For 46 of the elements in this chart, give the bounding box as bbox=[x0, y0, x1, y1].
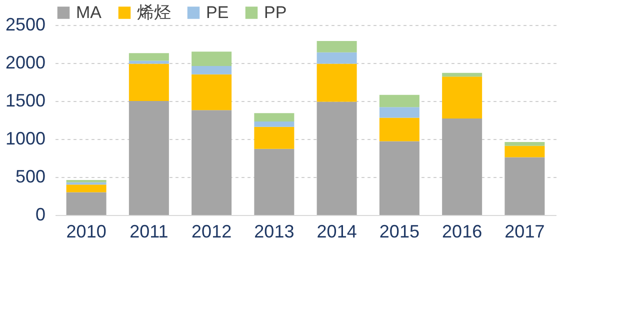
bar bbox=[504, 146, 545, 158]
bar bbox=[128, 53, 169, 61]
bar bbox=[379, 94, 420, 108]
bar bbox=[316, 102, 357, 215]
bar bbox=[379, 118, 420, 142]
x-tick-label: 2016 bbox=[442, 222, 482, 242]
x-tick-label: 2012 bbox=[192, 222, 232, 242]
x-tick-label: 2017 bbox=[504, 222, 545, 242]
y-tick-label: 2500 bbox=[5, 14, 46, 34]
bar bbox=[254, 122, 294, 127]
x-tick-label: 2011 bbox=[130, 222, 168, 242]
bar bbox=[316, 40, 357, 52]
y-tick-label: 1000 bbox=[5, 128, 46, 148]
bar bbox=[316, 52, 357, 64]
bar bbox=[316, 64, 357, 102]
bar bbox=[442, 76, 482, 118]
bar bbox=[192, 52, 232, 66]
x-tick-label: 2015 bbox=[379, 222, 420, 242]
bar bbox=[66, 192, 106, 215]
bar bbox=[254, 113, 294, 122]
bar bbox=[504, 142, 545, 146]
y-tick-label: 500 bbox=[15, 166, 46, 186]
bar bbox=[192, 66, 232, 74]
x-tick-label: 2013 bbox=[254, 222, 294, 242]
y-tick-label: 0 bbox=[35, 204, 46, 224]
bar bbox=[254, 148, 294, 215]
legend-label: PP bbox=[264, 2, 287, 22]
legend-label: MA bbox=[76, 2, 102, 22]
bar bbox=[504, 157, 545, 215]
bar bbox=[128, 101, 169, 215]
bar bbox=[128, 60, 169, 64]
bar bbox=[442, 72, 482, 77]
y-tick-label: 1500 bbox=[5, 90, 46, 110]
bar bbox=[192, 110, 232, 215]
bar bbox=[66, 184, 106, 192]
legend-label: 烯烃 bbox=[137, 2, 171, 22]
bar bbox=[442, 118, 482, 215]
bar bbox=[254, 126, 294, 149]
bar bbox=[379, 107, 420, 118]
bar bbox=[192, 74, 232, 110]
bar bbox=[128, 64, 169, 101]
x-tick-label: 2010 bbox=[66, 222, 106, 242]
x-tick-label: 2014 bbox=[316, 222, 357, 242]
bar bbox=[379, 141, 420, 215]
y-tick-label: 2000 bbox=[5, 52, 46, 72]
legend-label: PE bbox=[206, 2, 229, 22]
